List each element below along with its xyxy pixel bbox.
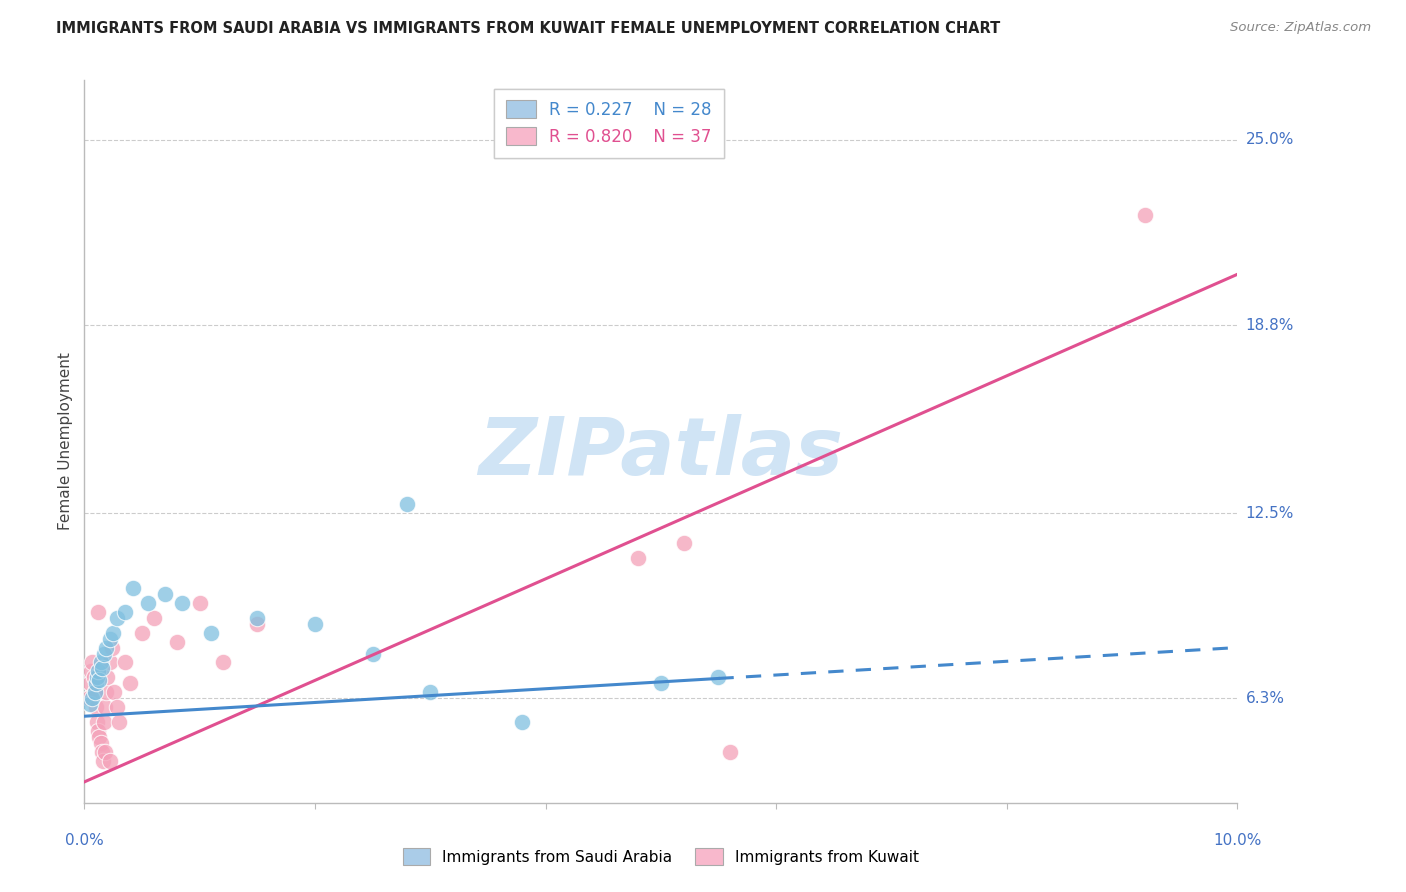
Y-axis label: Female Unemployment: Female Unemployment [58, 352, 73, 531]
Point [98, 754, 121, 768]
Point [361, 647, 384, 661]
Point [650, 676, 672, 690]
Point [105, 610, 128, 624]
Point [93, 715, 115, 730]
Point [108, 715, 131, 730]
Point [131, 625, 153, 640]
Point [627, 551, 650, 566]
Point [84, 676, 107, 690]
Legend: Immigrants from Saudi Arabia, Immigrants from Kuwait: Immigrants from Saudi Arabia, Immigrants… [396, 842, 925, 871]
Text: 0.0%: 0.0% [65, 833, 104, 848]
Text: Source: ZipAtlas.com: Source: ZipAtlas.com [1230, 21, 1371, 34]
Text: 18.8%: 18.8% [1246, 318, 1294, 333]
Point [93, 647, 115, 661]
Point [166, 634, 188, 648]
Point [512, 715, 534, 730]
Point [83, 685, 105, 699]
Point [101, 640, 124, 655]
Point [94, 745, 117, 759]
Point [98, 656, 121, 670]
Point [90, 661, 112, 675]
Point [396, 497, 419, 511]
Text: 6.3%: 6.3% [1246, 690, 1285, 706]
Point [200, 625, 222, 640]
Point [172, 596, 194, 610]
Point [188, 596, 211, 610]
Point [86, 670, 108, 684]
Point [84, 700, 107, 714]
Point [89, 656, 111, 670]
Point [91, 754, 114, 768]
Point [80, 665, 103, 679]
Text: 12.5%: 12.5% [1246, 506, 1294, 521]
Text: IMMIGRANTS FROM SAUDI ARABIA VS IMMIGRANTS FROM KUWAIT FEMALE UNEMPLOYMENT CORRE: IMMIGRANTS FROM SAUDI ARABIA VS IMMIGRAN… [56, 21, 1001, 36]
Point [86, 715, 108, 730]
Point [77, 691, 100, 706]
Point [90, 745, 112, 759]
Point [121, 581, 143, 595]
Point [103, 625, 124, 640]
Point [142, 610, 165, 624]
Point [304, 616, 326, 631]
Point [79, 698, 101, 712]
Point [87, 724, 110, 739]
Point [211, 656, 233, 670]
Point [114, 605, 136, 619]
Legend: R = 0.227    N = 28, R = 0.820    N = 37: R = 0.227 N = 28, R = 0.820 N = 37 [495, 88, 724, 158]
Point [103, 685, 125, 699]
Point [94, 700, 117, 714]
Point [98, 632, 121, 646]
Point [246, 616, 269, 631]
Point [89, 673, 111, 688]
Point [82, 656, 104, 670]
Point [96, 685, 118, 699]
Point [79, 676, 101, 690]
Text: 10.0%: 10.0% [1213, 833, 1261, 848]
Point [1133, 208, 1156, 222]
Point [96, 640, 118, 655]
Point [419, 685, 441, 699]
Point [672, 536, 695, 550]
Point [707, 670, 730, 684]
Text: 25.0%: 25.0% [1246, 133, 1294, 147]
Point [87, 605, 110, 619]
Point [120, 676, 142, 690]
Point [718, 745, 741, 759]
Point [83, 670, 105, 684]
Point [96, 670, 118, 684]
Point [153, 587, 176, 601]
Text: ZIPatlas: ZIPatlas [478, 415, 844, 492]
Point [246, 610, 269, 624]
Point [114, 656, 136, 670]
Point [83, 685, 105, 699]
Point [89, 736, 111, 750]
Point [89, 730, 111, 744]
Point [82, 691, 104, 706]
Point [136, 596, 159, 610]
Point [87, 665, 110, 679]
Point [105, 700, 128, 714]
